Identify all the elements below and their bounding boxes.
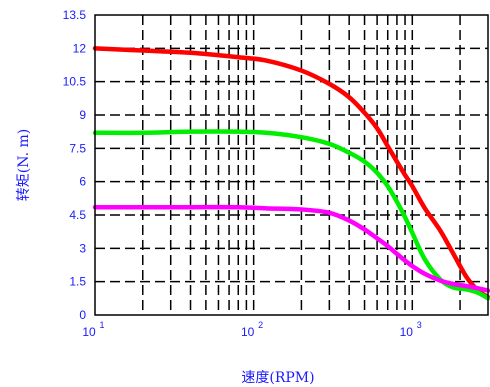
y-axis-label: 转矩(N. m) — [16, 129, 32, 201]
series-layer — [92, 46, 490, 301]
x-tick-label: 10 — [400, 325, 414, 339]
series-line-1 — [92, 46, 490, 300]
y-tick-label: 6 — [79, 175, 86, 189]
x-tick-label: 10 — [82, 325, 96, 339]
y-tick-label: 13.5 — [63, 8, 87, 22]
series-line-3 — [92, 204, 490, 293]
x-tick-labels: 10 1 10 2 10 3 — [82, 320, 421, 339]
grid — [95, 15, 488, 315]
plot-frame — [94, 14, 489, 316]
y-tick-label: 1.5 — [69, 275, 86, 289]
y-tick-label: 10.5 — [63, 75, 87, 89]
y-tick-labels: 0 1.5 3 4.5 6 7.5 9 10.5 12 13.5 — [63, 8, 87, 322]
y-tick-label: 7.5 — [69, 141, 86, 155]
x-tick-exponent: 1 — [99, 320, 104, 330]
x-axis-label: 速度(RPM) — [241, 370, 314, 386]
x-tick-label: 10 — [241, 325, 255, 339]
series-line-2 — [92, 129, 490, 301]
x-tick-exponent: 2 — [258, 320, 263, 330]
y-tick-label: 3 — [79, 241, 86, 255]
x-tick-exponent: 3 — [417, 320, 422, 330]
y-tick-label: 4.5 — [69, 208, 86, 222]
y-tick-label: 12 — [73, 41, 87, 55]
y-tick-label: 9 — [79, 108, 86, 122]
y-tick-label: 0 — [79, 308, 86, 322]
